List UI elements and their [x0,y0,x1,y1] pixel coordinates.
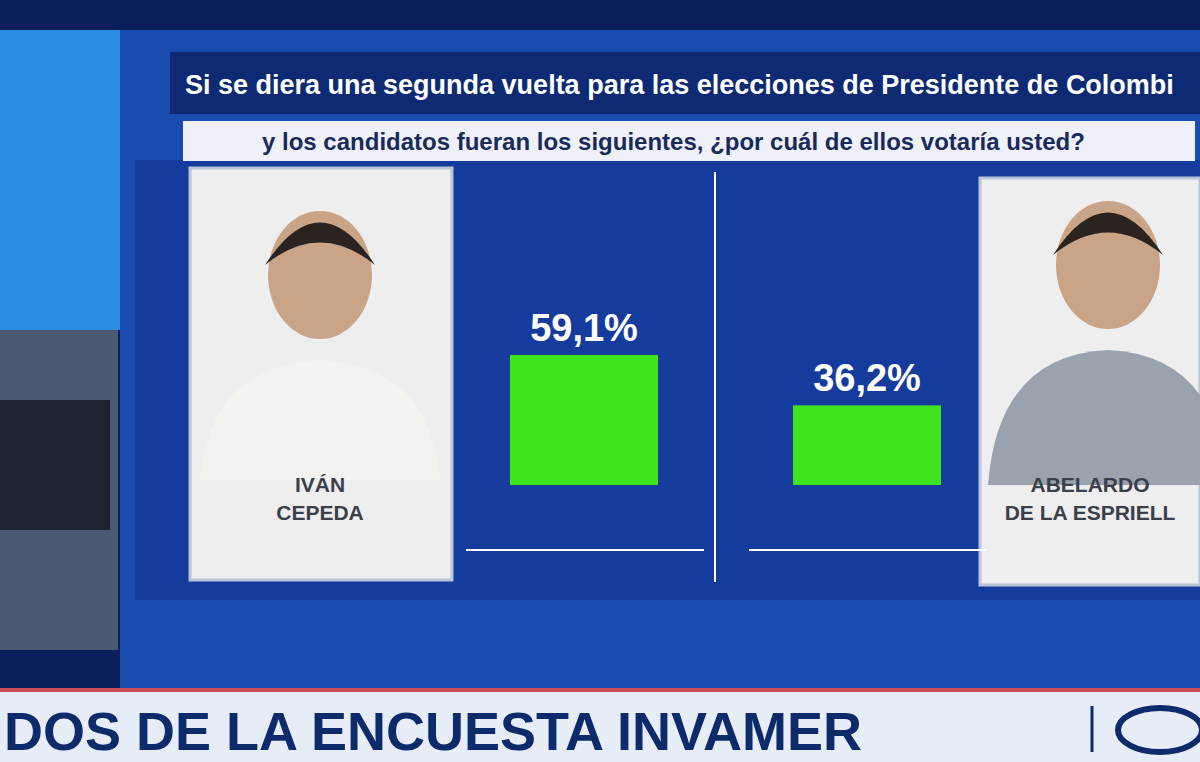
presenter [0,400,110,530]
baseline [466,549,704,551]
subtitle: y los candidatos fueran los siguientes, … [262,128,1085,155]
candidate-photo [988,350,1200,485]
data-label: 59,1% [530,307,638,349]
subtitle-band [183,121,1195,161]
candidate-photo [265,223,375,266]
title: Si se diera una segunda vuelta para las … [185,70,1174,100]
bar [510,355,658,485]
banner [0,692,1200,762]
data-label: 36,2% [813,357,921,399]
presenter-inset [0,330,118,650]
candidate-photo [1053,213,1163,256]
banner-rule [0,688,1200,692]
candidate-photo [200,360,440,480]
banner-separator [1091,706,1094,752]
divider [714,172,716,582]
baseline [749,549,987,551]
chart: Si se diera una segunda vuelta para las … [0,0,1200,762]
annotation: DOS DE LA ENCUESTA INVAMER [4,701,862,761]
category-label: ABELARDODE LA ESPRIELL [1005,473,1176,524]
bar [793,405,941,485]
title-band [170,52,1200,114]
main-panel [120,30,1200,690]
data-labels: 59,1% 36,2% [530,307,921,399]
logo [1118,708,1200,752]
bars [510,355,941,485]
side-panel [0,30,135,330]
candidate-panel [190,168,452,580]
category-label: IVÁNCEPEDA [276,473,364,524]
background [0,0,1200,762]
